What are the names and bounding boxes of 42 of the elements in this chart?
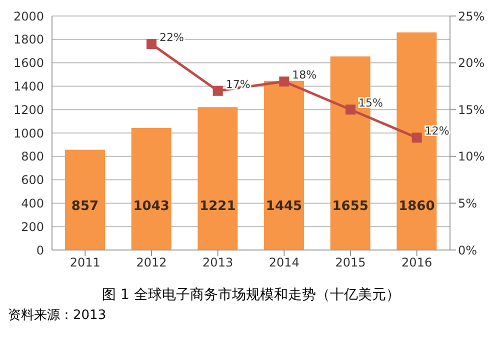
y2-tick-label: 25% [458, 9, 485, 24]
bar [198, 107, 238, 250]
bar [131, 128, 172, 250]
x-tick-label: 2011 [70, 256, 100, 270]
y-tick-label: 1200 [13, 102, 44, 117]
point [146, 39, 156, 50]
x-tick-label: 2016 [402, 256, 432, 270]
y-tick-label: 2000 [13, 9, 44, 24]
y2-tick-label: 5% [458, 196, 478, 210]
text: 资料来源：2013 [8, 307, 108, 324]
point [279, 76, 290, 87]
y-tick-label: 800 [21, 150, 44, 164]
bar [264, 80, 304, 250]
data-label: 1221 [200, 199, 236, 214]
y-tick-label: 1600 [13, 56, 44, 70]
data-label: 22% [160, 30, 184, 44]
y-tick-label: 0 [36, 243, 44, 258]
y2-tick-label: 20% [458, 56, 485, 70]
y-tick-label: 1400 [13, 79, 44, 94]
y-tick-label: 200 [21, 220, 44, 234]
data-label: 857 [71, 199, 99, 214]
y2-tick-label: 10% [458, 150, 485, 164]
x-tick-label: 2015 [335, 256, 366, 270]
x-tick-label: 2012 [136, 256, 167, 270]
text: 图 1 全球电子商务市场规模和走势（十亿美元） [101, 286, 401, 304]
y-tick-label: 400 [21, 196, 44, 210]
y-tick-label: 600 [21, 173, 44, 188]
y2-tick-label: 15% [458, 102, 485, 117]
data-label: 1655 [332, 199, 368, 214]
data-label: 1043 [133, 199, 170, 214]
data-label: 18% [292, 68, 317, 82]
x-tick-label: 2013 [202, 256, 234, 270]
y-tick-label: 1000 [13, 126, 44, 140]
y2-tick-label: 0% [458, 243, 478, 258]
y-tick-label: 1800 [13, 32, 44, 47]
point [212, 86, 223, 96]
x-tick-label: 2014 [268, 256, 300, 270]
bar [65, 150, 105, 250]
point [412, 132, 422, 143]
data-label: 1445 [266, 199, 302, 214]
point [346, 104, 356, 115]
data-label: 1860 [398, 199, 435, 214]
